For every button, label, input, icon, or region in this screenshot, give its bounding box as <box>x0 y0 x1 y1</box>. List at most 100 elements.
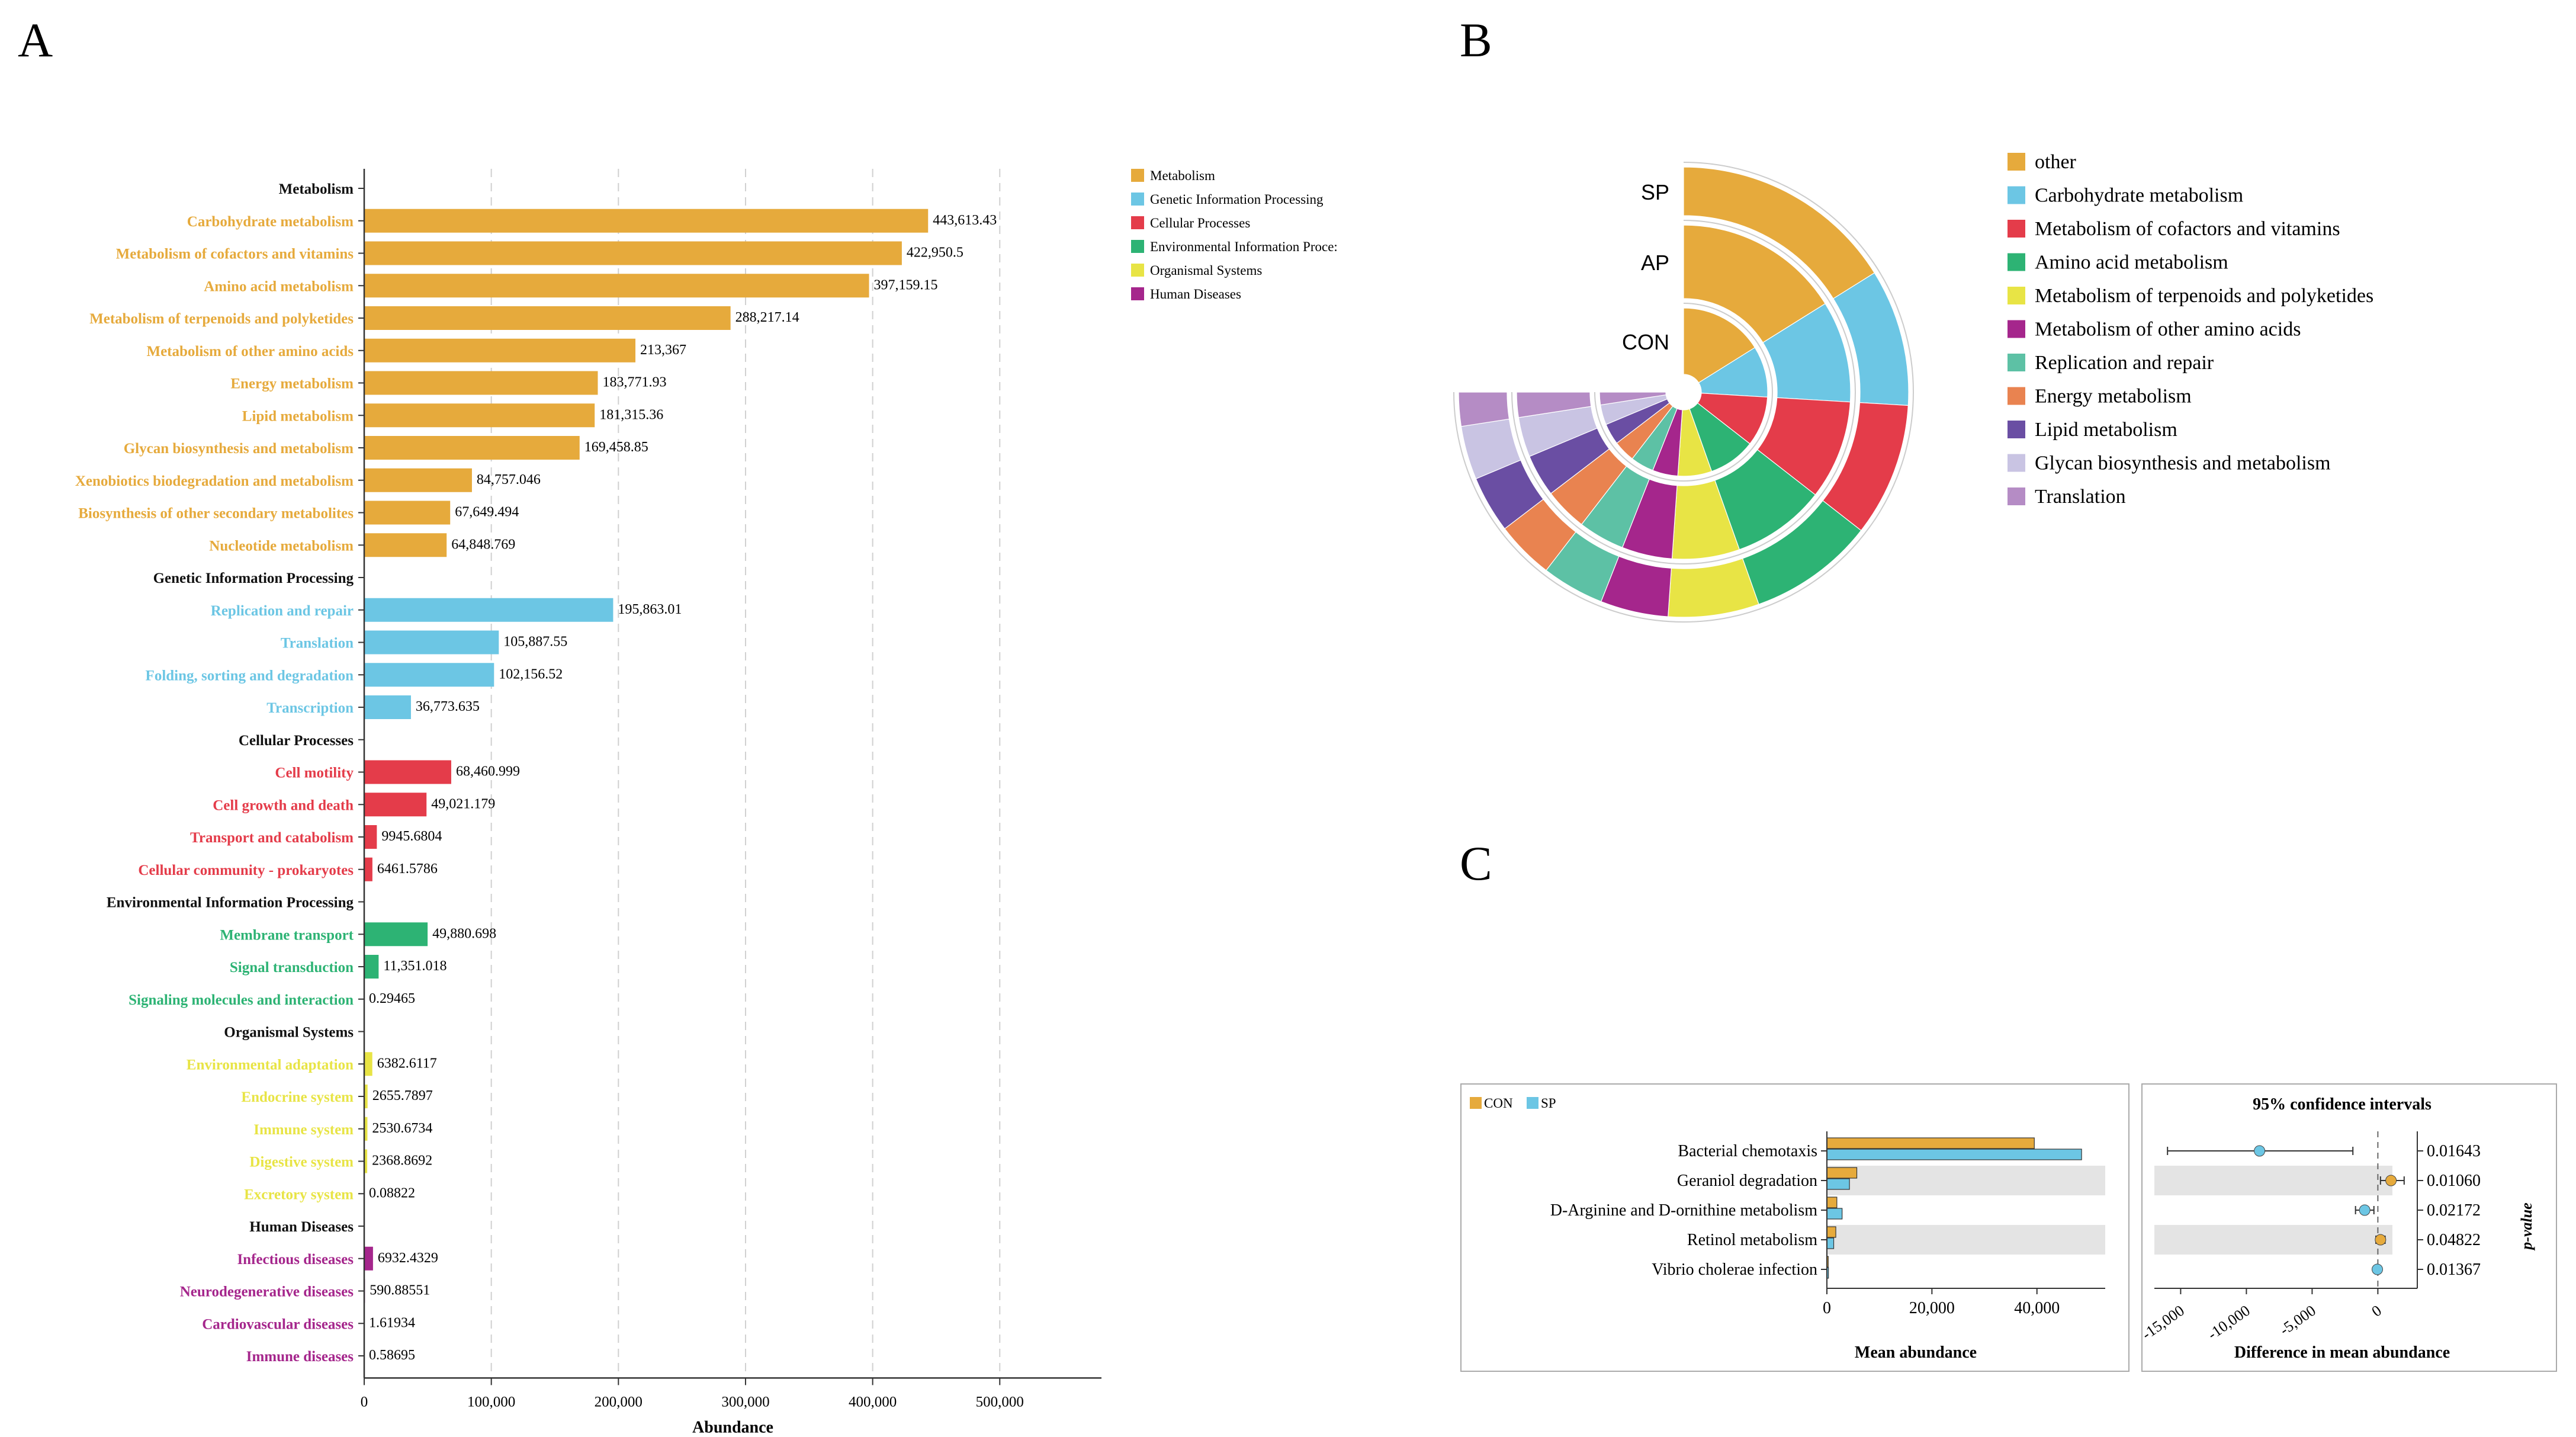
a-group-header: Human Diseases <box>249 1219 354 1235</box>
b-legend-swatch <box>2008 320 2025 338</box>
c-bar-con-retinol-metabolism <box>1826 1226 1836 1238</box>
a-x-axis-title: Abundance <box>692 1418 773 1436</box>
a-label-environmental-adaptation: Environmental adaptation <box>187 1057 354 1073</box>
a-legend-swatch <box>1131 264 1144 277</box>
a-value-label: 195,863.01 <box>618 602 682 617</box>
a-bar-endocrine-system <box>364 1085 368 1108</box>
a-label-biosynthesis-of-other-secondary-metabolites: Biosynthesis of other secondary metaboli… <box>78 506 354 522</box>
c-bar-sp-bacterial-chemotaxis <box>1826 1149 2082 1160</box>
a-value-label: 49,880.698 <box>432 926 496 941</box>
a-x-tick-label: 200,000 <box>595 1394 643 1410</box>
c-category-vibrio-cholerae-infection: Vibrio cholerae infection <box>1652 1260 1817 1279</box>
a-legend-entry: Organismal Systems <box>1150 263 1262 278</box>
a-label-cell-growth-and-death: Cell growth and death <box>213 797 354 813</box>
a-bar-biosynthesis-of-other-secondary-metabolites <box>364 501 451 525</box>
c-stripe <box>1827 1225 2105 1255</box>
a-label-immune-system: Immune system <box>253 1122 354 1138</box>
a-legend-swatch <box>1131 287 1144 300</box>
b-legend-swatch <box>2008 186 2025 204</box>
c-right-frame <box>2141 1083 2557 1372</box>
panel-label-c: C <box>1460 836 1492 890</box>
b-ring-labels: CON AP SP <box>1622 180 1669 354</box>
c-mean-abundance: CON SP Bacterial chemotaxis Geraniol degrad… <box>1470 1096 2105 1362</box>
a-value-label: 67,649.494 <box>455 505 519 520</box>
a-label-immune-diseases: Immune diseases <box>246 1349 354 1365</box>
a-value-label: 102,156.52 <box>499 666 563 682</box>
a-bar-transport-and-catabolism <box>364 825 377 849</box>
a-value-label: 6461.5786 <box>377 861 438 877</box>
a-bar-metabolism-of-cofactors-and-vitamins <box>364 241 902 265</box>
c-ci-x-tick-label: -5,000 <box>2276 1302 2319 1339</box>
a-legend-swatch <box>1131 240 1144 253</box>
c-bar-sp-d-arginine-and-d-ornithine-metabolism <box>1826 1208 1843 1220</box>
b-segment-con-amino-acid-metabolism <box>1689 402 1750 472</box>
a-value-label: 397,159.15 <box>874 277 938 293</box>
b-legend-swatch <box>2008 487 2025 505</box>
a-value-label: 169,458.85 <box>584 440 648 455</box>
a-legend: Metabolism Genetic Information Processing… <box>1131 168 1338 301</box>
panel-b-ring-chart: CON AP SP other Carbohydrate metabolism Meta… <box>1453 151 2373 623</box>
a-value-label: 1.61934 <box>369 1315 415 1330</box>
b-legend-swatch <box>2008 253 2025 271</box>
c-diff-point-bacterial-chemotaxis <box>2254 1145 2266 1157</box>
c-p-value: 0.04822 <box>2427 1231 2481 1249</box>
a-label-metabolism-of-other-amino-acids: Metabolism of other amino acids <box>146 344 354 360</box>
a-label-replication-and-repair: Replication and repair <box>211 603 354 619</box>
panel-label-a: A <box>18 13 53 67</box>
c-legend-con: CON <box>1484 1096 1513 1111</box>
a-value-label: 64,848.769 <box>451 537 515 552</box>
a-legend-entry: Human Diseases <box>1150 287 1241 301</box>
a-label-membrane-transport: Membrane transport <box>220 927 354 943</box>
a-bar-nucleotide-metabolism <box>364 533 447 557</box>
a-label-lipid-metabolism: Lipid metabolism <box>242 408 354 424</box>
c-stripe <box>2154 1166 2392 1195</box>
a-bar-replication-and-repair <box>364 598 614 622</box>
c-ci-title: 95% confidence intervals <box>2253 1095 2432 1114</box>
a-group-header: Metabolism <box>279 181 354 197</box>
b-legend-swatch <box>2008 220 2025 238</box>
a-value-label: 2368.8692 <box>372 1153 432 1169</box>
a-category-labels: Metabolism Carbohydrate metabolism Metabol… <box>75 181 354 1365</box>
b-segment-ap-other <box>1683 224 1826 344</box>
c-ci-x-axis-title: Difference in mean abundance <box>2234 1343 2450 1362</box>
b-legend-swatch <box>2008 421 2025 438</box>
c-x-axis-title: Mean abundance <box>1855 1343 1977 1362</box>
a-value-label: 105,887.55 <box>503 634 567 650</box>
a-bar-xenobiotics-biodegradation-and-metabolism <box>364 468 472 492</box>
panel-a-bar-chart: Metabolism Carbohydrate metabolism Metabol… <box>75 168 1338 1436</box>
a-legend-swatch <box>1131 216 1144 229</box>
a-label-metabolism-of-terpenoids-and-polyketides: Metabolism of terpenoids and polyketides <box>89 311 354 327</box>
a-value-label: 181,315.36 <box>599 407 663 422</box>
c-p-value: 0.01367 <box>2427 1260 2481 1279</box>
b-legend-entry: Energy metabolism <box>2035 386 2192 408</box>
a-label-carbohydrate-metabolism: Carbohydrate metabolism <box>187 214 354 230</box>
c-diff-point-vibrio-cholerae-infection <box>2372 1263 2384 1275</box>
a-bars <box>364 209 929 1368</box>
a-value-label: 6932.4329 <box>378 1250 438 1266</box>
b-ring-frame <box>1594 303 1773 482</box>
a-legend-entry: Metabolism <box>1150 168 1215 183</box>
a-value-label: 0.58695 <box>369 1348 415 1363</box>
b-legend-entry: Metabolism of terpenoids and polyketides <box>2035 285 2373 307</box>
c-ci-x-tick-label: -10,000 <box>2205 1302 2253 1343</box>
a-bar-carbohydrate-metabolism <box>364 209 929 233</box>
a-bar-translation <box>364 630 499 655</box>
c-p-value: 0.02172 <box>2427 1201 2481 1220</box>
c-category-geraniol-degradation: Geraniol degradation <box>1677 1172 1817 1190</box>
c-bar-con-d-arginine-and-d-ornithine-metabolism <box>1826 1197 1838 1208</box>
b-legend-swatch <box>2008 454 2025 472</box>
a-group-header: Genetic Information Processing <box>153 570 354 586</box>
a-legend-entry: Genetic Information Processing <box>1150 192 1324 207</box>
c-confidence-intervals: 95% confidence intervals 0.01643 0.01060 0.… <box>2139 1095 2535 1362</box>
a-label-metabolism-of-cofactors-and-vitamins: Metabolism of cofactors and vitamins <box>116 246 354 262</box>
a-x-tick-label: 100,000 <box>467 1394 515 1410</box>
a-group-header: Cellular Processes <box>239 733 354 749</box>
b-ring-label-ap: AP <box>1641 251 1669 275</box>
a-label-translation: Translation <box>281 636 354 652</box>
a-label-excretory-system: Excretory system <box>244 1186 354 1202</box>
c-diff-point-geraniol-degradation <box>2385 1175 2397 1186</box>
c-stripe <box>1827 1166 2105 1195</box>
a-bar-metabolism-of-terpenoids-and-polyketides <box>364 306 731 330</box>
a-bar-folding-sorting-and-degradation <box>364 663 494 687</box>
